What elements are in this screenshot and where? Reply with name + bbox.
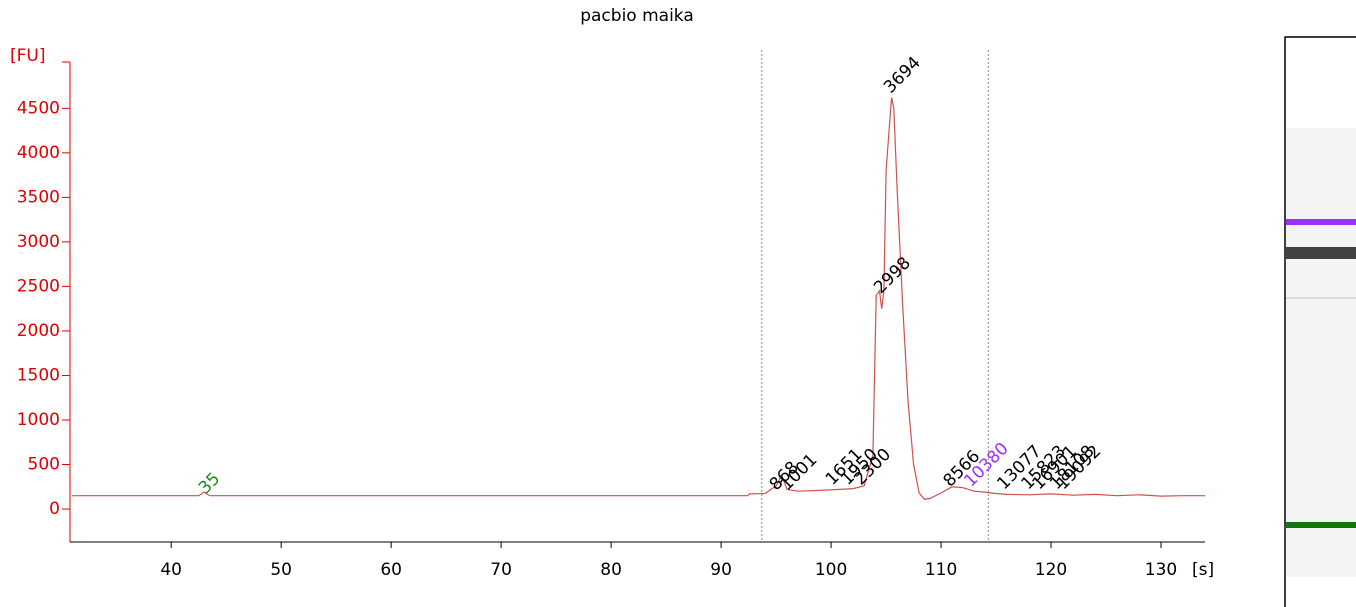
y-axis-label: [FU]	[10, 46, 46, 66]
gel-background	[1286, 128, 1356, 577]
y-tick-label: 3500	[17, 187, 60, 207]
x-tick-label: 130	[1145, 560, 1177, 580]
x-tick-label: 80	[600, 560, 622, 580]
x-tick-label: 110	[925, 560, 957, 580]
x-axis-label: [s]	[1192, 560, 1214, 580]
x-tick-label: 60	[380, 560, 402, 580]
y-tick-label: 1500	[17, 365, 60, 385]
gel-lane	[1284, 36, 1356, 607]
y-tick-label: 2500	[17, 276, 60, 296]
peak-label: 2998	[870, 253, 915, 298]
gel-band-lower-marker	[1286, 522, 1356, 528]
x-tick-label: 90	[710, 560, 732, 580]
chart-title: pacbio maika	[580, 6, 694, 26]
y-tick-label: 3000	[17, 232, 60, 252]
x-tick-label: 70	[490, 560, 512, 580]
gel-band-faint	[1286, 297, 1356, 299]
x-tick-label: 50	[270, 560, 292, 580]
y-tick-label: 2000	[17, 321, 60, 341]
x-tick-label: 40	[160, 560, 182, 580]
y-tick-label: 1000	[17, 410, 60, 430]
peak-label: 3694	[880, 53, 925, 98]
y-tick-label: 4500	[17, 98, 60, 118]
x-tick-label: 120	[1035, 560, 1067, 580]
x-tick-label: 100	[815, 560, 847, 580]
y-tick-label: 0	[49, 499, 60, 519]
trace-line	[72, 97, 1205, 500]
y-tick-label: 500	[28, 455, 60, 475]
gel-band-sample	[1286, 247, 1356, 259]
gel-band-upper-marker	[1286, 219, 1356, 225]
peak-label: 35	[195, 469, 224, 498]
y-tick-label: 4000	[17, 143, 60, 163]
